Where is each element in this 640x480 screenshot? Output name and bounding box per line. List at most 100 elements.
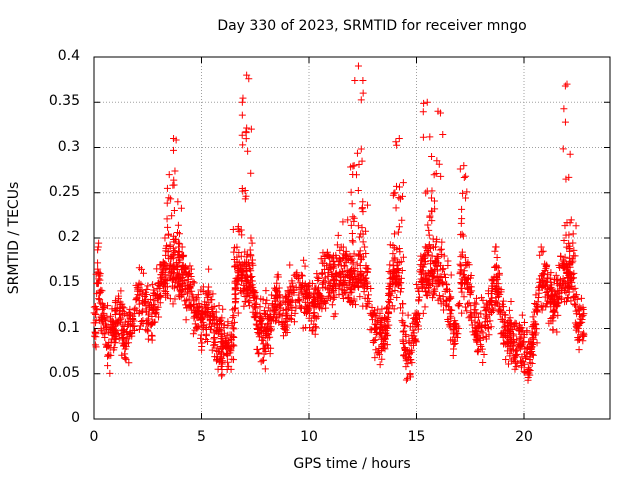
data-point: [318, 270, 326, 278]
data-point: [471, 323, 479, 331]
data-point: [500, 303, 508, 311]
data-point: [311, 323, 319, 331]
data-point: [463, 275, 471, 283]
data-point: [202, 310, 210, 318]
data-point: [568, 282, 576, 290]
data-point: [246, 297, 254, 305]
data-point: [474, 319, 482, 327]
data-point: [159, 258, 167, 266]
data-point: [515, 326, 523, 334]
data-point: [357, 96, 365, 104]
data-point: [142, 297, 150, 305]
data-point: [401, 353, 409, 361]
data-point: [363, 284, 371, 292]
data-point: [353, 149, 361, 157]
data-point: [483, 313, 491, 321]
data-point: [423, 292, 431, 300]
data-point: [435, 292, 443, 300]
data-point: [241, 195, 249, 203]
data-point: [385, 297, 393, 305]
data-point: [177, 204, 185, 212]
data-point: [119, 327, 127, 335]
data-point: [541, 267, 549, 275]
data-point: [564, 281, 572, 289]
data-point: [444, 257, 452, 265]
data-point: [492, 287, 500, 295]
data-point: [248, 273, 256, 281]
data-point: [410, 332, 418, 340]
data-point: [176, 293, 184, 301]
data-point: [435, 160, 443, 168]
data-point: [255, 349, 263, 357]
data-point: [210, 334, 218, 342]
data-point: [198, 346, 206, 354]
data-point: [191, 306, 199, 314]
data-point: [359, 89, 367, 97]
data-point: [122, 355, 130, 363]
data-point: [376, 361, 384, 369]
data-point: [574, 322, 582, 330]
data-point: [349, 213, 357, 221]
data-point: [552, 299, 560, 307]
data-point: [272, 306, 280, 314]
data-point: [166, 265, 174, 273]
data-point: [408, 359, 416, 367]
data-point: [502, 356, 510, 364]
data-point: [97, 314, 105, 322]
data-point: [561, 82, 569, 90]
data-point: [223, 342, 231, 350]
data-point: [172, 259, 180, 267]
data-point: [496, 305, 504, 313]
data-point: [305, 288, 313, 296]
data-point: [301, 262, 309, 270]
data-point: [281, 292, 289, 300]
data-point: [261, 365, 269, 373]
data-point: [157, 278, 165, 286]
data-point: [174, 248, 182, 256]
data-point: [418, 262, 426, 270]
data-point: [118, 331, 126, 339]
data-point: [136, 308, 144, 316]
data-point: [230, 256, 238, 263]
data-point: [533, 308, 541, 316]
data-point: [238, 111, 246, 119]
data-point: [447, 306, 455, 314]
data-point: [493, 254, 501, 262]
data-point: [404, 311, 412, 319]
data-point: [430, 259, 438, 267]
y-tick-label: 0.05: [48, 364, 80, 381]
data-point: [532, 291, 540, 299]
data-point: [229, 306, 237, 314]
data-point: [229, 324, 237, 332]
data-point: [450, 345, 458, 353]
data-point: [254, 350, 262, 358]
data-point: [446, 306, 454, 314]
data-point: [241, 298, 249, 306]
data-point: [461, 254, 469, 262]
data-point: [360, 288, 368, 296]
data-point: [194, 323, 202, 331]
data-point: [242, 135, 250, 143]
data-point: [504, 322, 512, 330]
data-point: [479, 334, 487, 342]
data-point: [390, 230, 398, 238]
data-point: [340, 261, 348, 269]
data-point: [482, 335, 490, 343]
data-point: [421, 303, 429, 311]
data-point: [335, 271, 343, 279]
data-point: [426, 133, 434, 141]
data-point: [553, 277, 561, 285]
data-point: [413, 315, 420, 323]
data-point: [510, 336, 518, 344]
data-point: [214, 348, 222, 356]
data-point: [531, 331, 539, 339]
data-point: [399, 300, 407, 308]
data-point: [151, 290, 159, 298]
data-point: [92, 343, 100, 351]
data-point: [174, 221, 182, 229]
data-point: [368, 304, 376, 312]
data-point: [445, 287, 453, 295]
data-point: [91, 310, 99, 318]
data-point: [199, 323, 207, 331]
data-point: [239, 187, 247, 195]
